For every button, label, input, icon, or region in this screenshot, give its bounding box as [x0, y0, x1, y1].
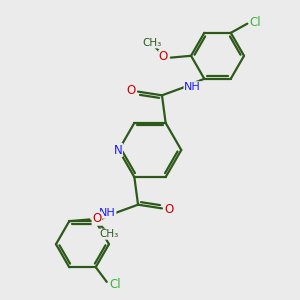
Text: O: O	[159, 50, 168, 63]
Text: N: N	[114, 143, 122, 157]
Text: NH: NH	[99, 208, 116, 218]
Text: CH₃: CH₃	[142, 38, 161, 48]
Text: CH₃: CH₃	[99, 229, 118, 239]
Text: NH: NH	[184, 82, 201, 92]
Text: Cl: Cl	[109, 278, 121, 291]
Text: Cl: Cl	[250, 16, 261, 29]
Text: O: O	[164, 202, 173, 216]
Text: O: O	[127, 84, 136, 98]
Text: O: O	[92, 212, 101, 225]
